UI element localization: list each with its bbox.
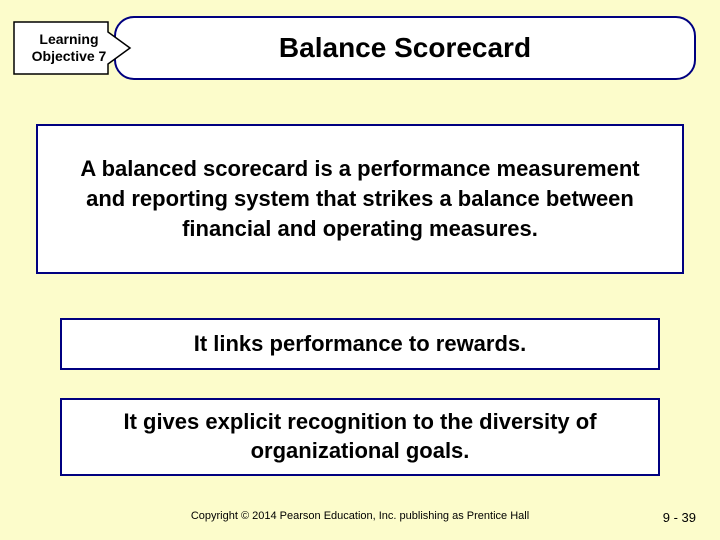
slide: Learning Objective 7 Balance Scorecard A… <box>0 0 720 540</box>
footer: Copyright © 2014 Pearson Education, Inc.… <box>0 510 720 530</box>
recognition-box: It gives explicit recognition to the div… <box>60 398 660 476</box>
definition-box: A balanced scorecard is a performance me… <box>36 124 684 274</box>
learning-objective-tag: Learning Objective 7 <box>12 20 132 76</box>
objective-line1: Learning <box>39 31 98 47</box>
slide-title: Balance Scorecard <box>279 32 531 64</box>
definition-text: A balanced scorecard is a performance me… <box>58 154 662 243</box>
header-row: Learning Objective 7 Balance Scorecard <box>12 12 696 84</box>
title-box: Balance Scorecard <box>114 16 696 80</box>
link-box: It links performance to rewards. <box>60 318 660 370</box>
link-text: It links performance to rewards. <box>194 331 527 357</box>
objective-label: Learning Objective 7 <box>32 31 113 65</box>
page-number: 9 - 39 <box>663 510 696 525</box>
recognition-text: It gives explicit recognition to the div… <box>82 408 638 465</box>
copyright-text: Copyright © 2014 Pearson Education, Inc.… <box>191 510 529 522</box>
objective-line2: Objective 7 <box>32 48 107 64</box>
